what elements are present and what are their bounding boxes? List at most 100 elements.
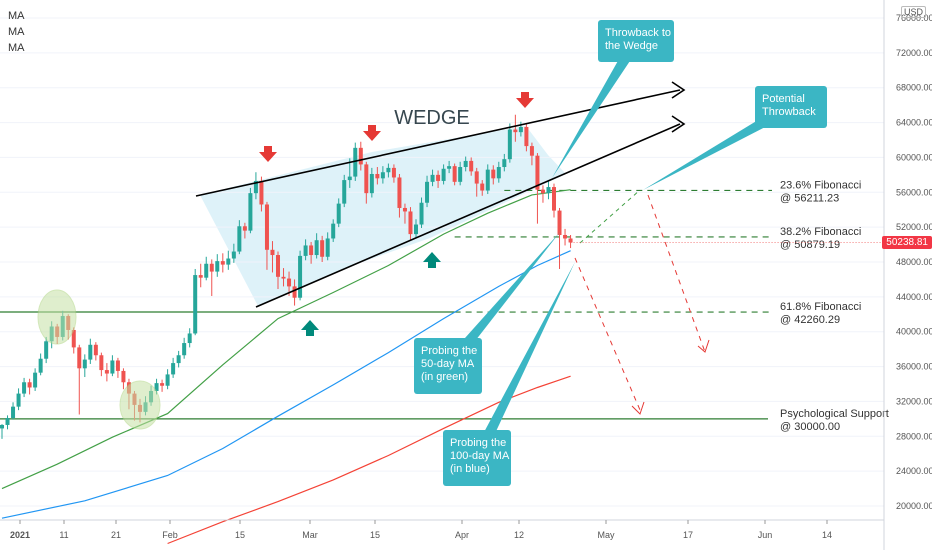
candle-body <box>193 275 198 334</box>
candle-body <box>88 344 93 360</box>
y-tick-label: 52000.00 <box>896 222 932 232</box>
candle-body <box>22 382 27 394</box>
candle-body <box>480 183 485 191</box>
y-tick-label: 56000.00 <box>896 187 932 197</box>
currency-label[interactable]: USD <box>900 6 926 18</box>
callout-text: Throwback <box>762 106 816 118</box>
callout-text: 50-day MA <box>421 358 475 370</box>
candle-body <box>369 173 374 194</box>
candle-body <box>253 180 258 194</box>
candle-body <box>353 147 358 177</box>
candle-body <box>276 255 280 277</box>
candle-body <box>513 129 518 133</box>
price-axis: 20000.00 24000.00 28000.00 32000.00 36000.00… <box>883 0 932 550</box>
candle-body <box>264 204 269 250</box>
candle-body <box>33 372 38 388</box>
candle-body <box>535 155 540 190</box>
level-label: @ 30000.00 <box>780 421 840 433</box>
candle-body <box>364 164 369 194</box>
ma-line-100 <box>1 250 571 519</box>
y-tick-label: 76000.00 <box>896 13 932 23</box>
y-tick-label: 24000.00 <box>896 466 932 476</box>
callout-text: Probing the <box>450 437 506 449</box>
level-label: Psychological Support <box>780 408 889 420</box>
y-tick-label: 44000.00 <box>896 292 932 302</box>
candle-body <box>320 240 325 257</box>
candle-body <box>314 240 319 256</box>
callout-box <box>414 338 482 394</box>
candle-body <box>115 360 120 371</box>
level-label: @ 56211.23 <box>780 192 839 204</box>
candle-body <box>507 129 512 160</box>
candle-body <box>82 359 87 369</box>
x-tick-label: Apr <box>455 530 469 540</box>
time-axis: 2021 11 21 Feb 15 Mar 15 Apr 12 May 17 Jun 14 <box>0 519 884 540</box>
candle-body <box>447 166 452 169</box>
candle-body <box>44 341 49 359</box>
candle-body <box>452 166 457 182</box>
level-label: 38.2% Fibonacci <box>780 226 861 238</box>
candle-body <box>165 374 170 386</box>
candle-body <box>414 224 418 235</box>
candle-body <box>303 245 308 256</box>
candle-body <box>287 278 292 287</box>
candle-body <box>518 126 523 133</box>
candle-body <box>419 202 424 225</box>
callout-text: 100-day MA <box>450 450 510 462</box>
callout-text: (in blue) <box>450 463 490 475</box>
candle-body <box>187 333 192 344</box>
legend-ma-3[interactable]: MA <box>8 42 25 54</box>
candle-body <box>226 258 231 265</box>
candle-body <box>182 343 187 356</box>
candle-body <box>270 249 275 256</box>
wedge-lower-arrowhead <box>671 115 686 133</box>
candle-body <box>237 226 242 252</box>
level-label: 61.8% Fibonacci <box>780 301 861 313</box>
candle-body <box>436 174 441 181</box>
candle-body <box>220 261 225 265</box>
x-tick-label: Feb <box>162 530 178 540</box>
candle-body <box>540 189 545 194</box>
highlight-ellipse <box>119 380 161 430</box>
y-tick-label: 68000.00 <box>896 83 932 93</box>
last-price-badge: 50238.81 <box>882 236 932 249</box>
candle-body <box>209 263 214 272</box>
wedge-lower-line <box>255 123 681 308</box>
candle-body <box>430 174 435 182</box>
callout-text: (in green) <box>421 371 468 383</box>
candle-body <box>110 360 115 374</box>
sell-arrow-icon <box>259 146 277 162</box>
fibonacci-levels: 23.6% Fibonacci@ 56211.23 38.2% Fibonacci… <box>0 179 889 433</box>
candle-body <box>215 261 220 272</box>
candle-body <box>77 347 82 369</box>
x-tick-label: 14 <box>822 530 832 540</box>
arrowhead <box>631 401 645 415</box>
y-tick-label: 48000.00 <box>896 257 932 267</box>
candle-body <box>557 210 562 235</box>
candle-body <box>397 177 402 208</box>
candle-body <box>16 393 21 407</box>
ma-line-200 <box>167 375 571 545</box>
ma-line-50 <box>1 189 571 490</box>
candle-body <box>474 171 479 184</box>
callout-text: the Wedge <box>605 40 658 52</box>
legend-ma-2[interactable]: MA <box>8 26 25 38</box>
y-tick-label: 64000.00 <box>896 118 932 128</box>
callout-box <box>755 86 827 128</box>
candle-body <box>11 406 16 418</box>
candle-body <box>347 176 352 181</box>
candle-body <box>309 245 314 256</box>
x-tick-label: 15 <box>370 530 380 540</box>
x-tick-label: 21 <box>111 530 121 540</box>
candle-body <box>502 159 507 168</box>
candle-body <box>5 417 10 425</box>
candle-body <box>298 255 303 298</box>
candle-body <box>231 251 236 259</box>
y-tick-label: 40000.00 <box>896 327 932 337</box>
legend-ma-1[interactable]: MA <box>8 10 25 22</box>
level-label: @ 42260.29 <box>780 314 840 326</box>
candle-body <box>375 173 380 179</box>
callout-text: Probing the <box>421 345 477 357</box>
x-tick-label: Mar <box>302 530 318 540</box>
